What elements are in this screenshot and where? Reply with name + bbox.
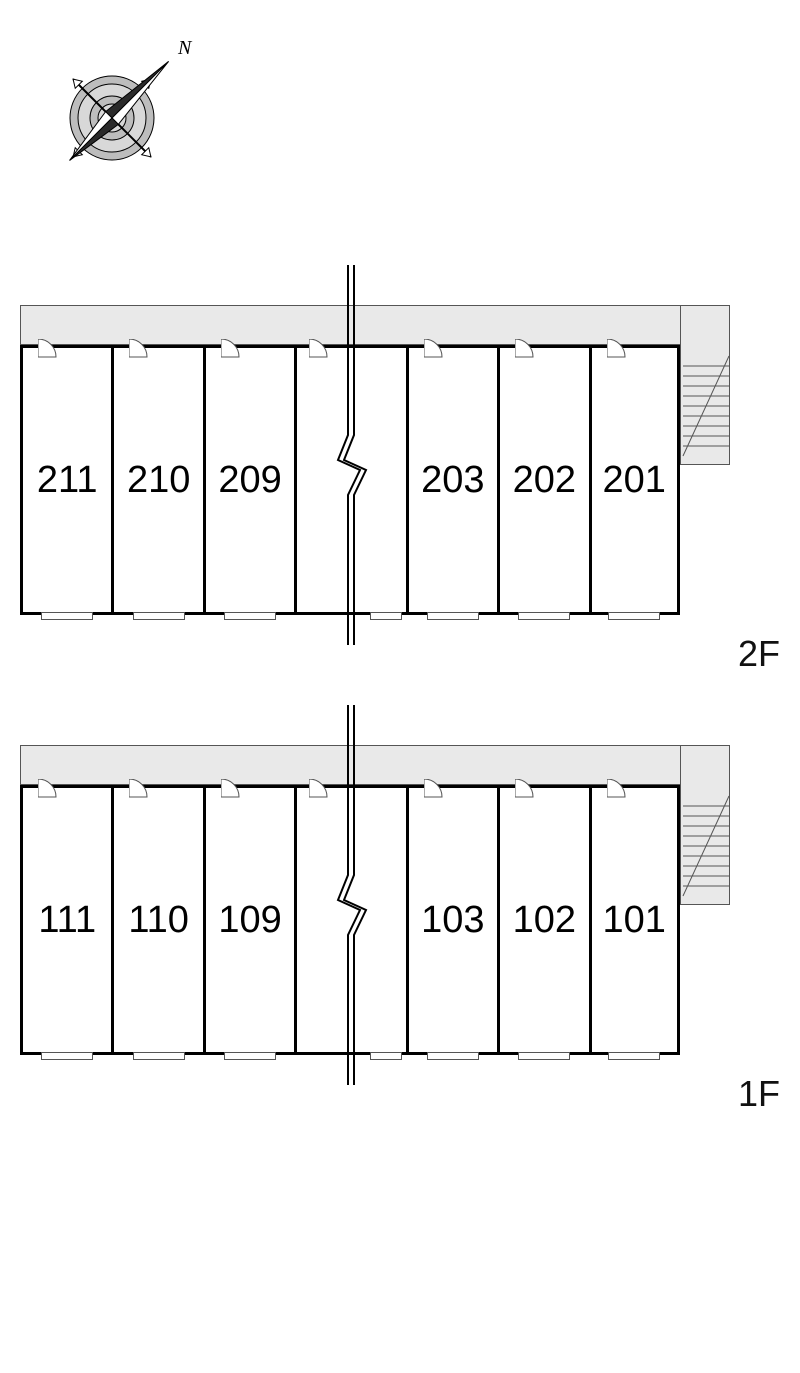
window-icon [133,612,185,620]
unit-label: 210 [127,459,190,502]
door-icon [309,339,329,359]
unit-cell: 210 [111,345,202,615]
window-icon [518,612,570,620]
door-icon [607,339,627,359]
unit-cell: 103 [406,785,497,1055]
door-icon [607,779,627,799]
unit-cell: 102 [497,785,588,1055]
compass-rose: N [30,20,210,200]
window-icon [427,612,479,620]
door-icon [309,779,329,799]
window-icon [41,612,93,620]
unit-label: 102 [513,899,576,942]
unit-label: 202 [513,459,576,502]
window-icon [41,1052,93,1060]
window-icon [427,1052,479,1060]
stair-area-2f [680,305,730,465]
units-row-2f: 211 210 209 [20,345,680,615]
unit-label: 201 [603,459,666,502]
window-icon [224,1052,276,1060]
floor-2f: 211 210 209 [20,305,780,665]
unit-cell: 110 [111,785,202,1055]
unit-partial [366,785,406,1055]
window-icon [370,612,402,620]
unit-label: 109 [218,899,281,942]
stairs-icon [681,746,731,906]
unit-label: 211 [37,459,98,502]
window-icon [133,1052,185,1060]
window-icon [518,1052,570,1060]
unit-label: 101 [603,899,666,942]
break-gap [334,785,366,1055]
door-icon [221,779,241,799]
unit-cell: 209 [203,345,294,615]
window-icon [224,612,276,620]
unit-cell: 211 [20,345,111,615]
door-icon [38,339,58,359]
unit-label: 111 [38,899,96,942]
door-icon [515,779,535,799]
compass-icon: N [30,20,210,200]
unit-label: 209 [218,459,281,502]
door-icon [515,339,535,359]
window-icon [608,612,660,620]
door-icon [221,339,241,359]
unit-label: 110 [128,899,189,942]
unit-cell: 201 [589,345,680,615]
units-row-1f: 111 110 109 103 [20,785,680,1055]
floor-1f: 111 110 109 103 [20,745,780,1105]
stairs-icon [681,306,731,466]
window-icon [370,1052,402,1060]
break-gap [334,345,366,615]
unit-cell: 109 [203,785,294,1055]
door-icon [424,779,444,799]
unit-partial [294,785,334,1055]
stair-area-1f [680,745,730,905]
unit-cell: 203 [406,345,497,615]
unit-cell: 111 [20,785,111,1055]
unit-cell: 101 [589,785,680,1055]
unit-cell: 202 [497,345,588,615]
floor-label: 2F [738,633,780,675]
door-icon [424,339,444,359]
floor-label: 1F [738,1073,780,1115]
unit-partial [294,345,334,615]
door-icon [129,339,149,359]
unit-label: 203 [421,459,484,502]
door-icon [129,779,149,799]
floor-plan-page: N [0,0,800,1373]
unit-partial [366,345,406,615]
window-icon [608,1052,660,1060]
door-icon [38,779,58,799]
unit-label: 103 [421,899,484,942]
compass-north-label: N [177,37,193,59]
